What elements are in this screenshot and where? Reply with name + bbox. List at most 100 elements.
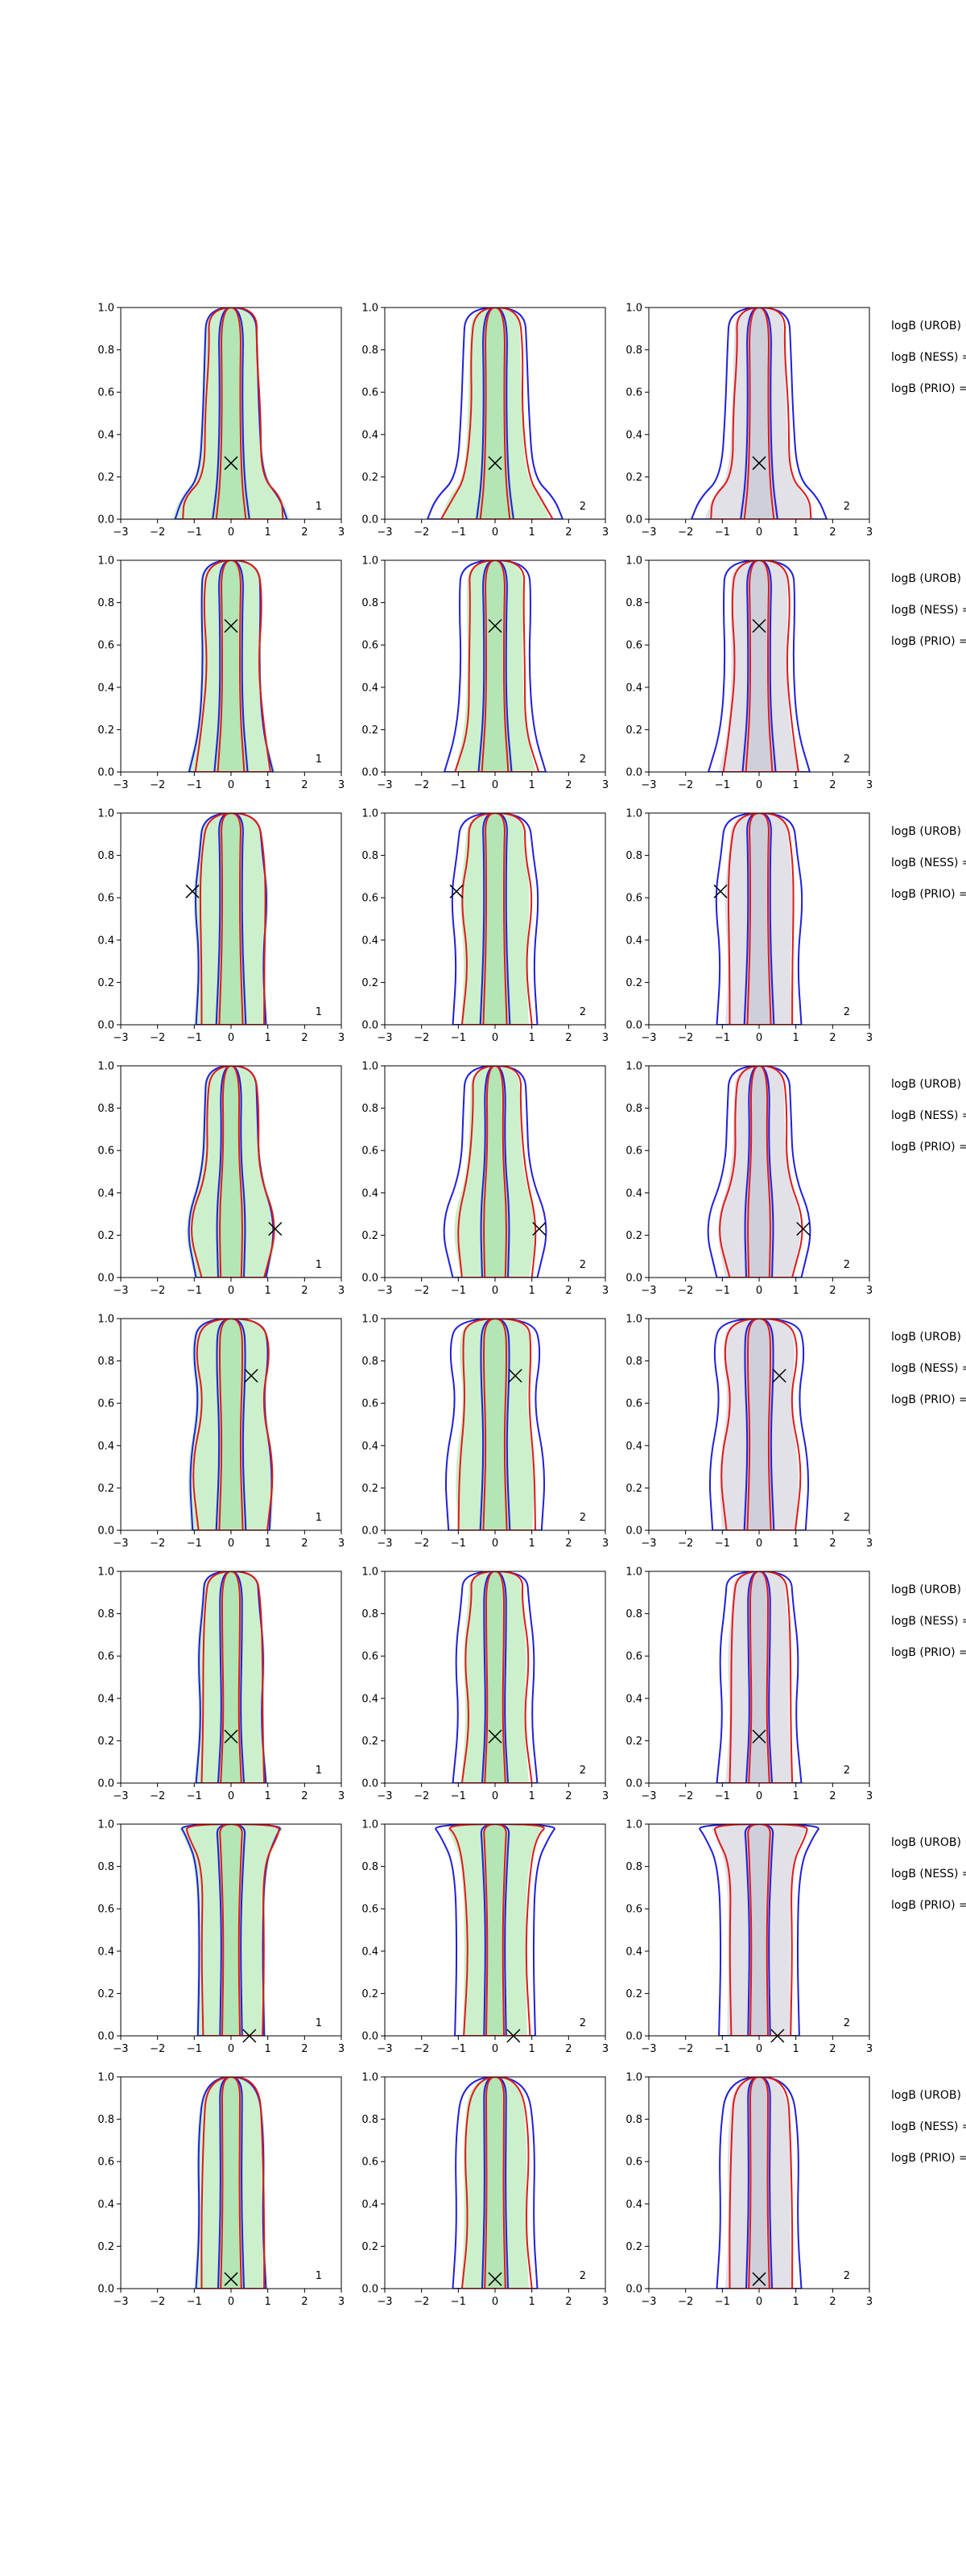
y-tick-label: 1.0 [97,1567,114,1579]
side-label-1: logB (UROB) = [891,1078,966,1091]
y-tick-label: 0.6 [361,387,378,399]
panel-plot-area [452,1571,539,1783]
x-tick-label: 3 [602,1538,609,1550]
blue-contour-outer [707,560,811,772]
cross-marker [488,1729,502,1744]
y-tick-label: 0.2 [625,1736,642,1748]
x-tick-label: 0 [756,2296,762,2308]
panel-r2-c2: −3 −2 −1 0 1 2 3 0.0 0.2 0.4 0.6 0.8 1.0 2 [361,555,609,792]
y-tick-label: 0.0 [625,2031,642,2043]
side-label-1: logB (UROB) = [891,1331,966,1344]
x-tick-label: −1 [715,2296,730,2308]
side-label-1: logB (UROB) = [891,1836,966,1849]
red-contour-outer [460,1571,533,1783]
y-tick-label: 0.8 [97,1608,114,1620]
x-tick-label: 2 [301,526,308,539]
y-tick-label: 1.0 [361,2072,378,2084]
side-label-1: logB (UROB) = [891,825,966,838]
y-tick-label: 0.4 [625,429,642,441]
x-tick-label: −2 [414,526,429,539]
side-label-2: logB (NESS) = [891,1109,966,1122]
y-tick-label: 0.2 [97,2241,114,2253]
y-tick-label: 0.0 [361,2284,378,2296]
side-label-2: logB (NESS) = [891,351,966,364]
y-tick-label: 1.0 [97,1061,114,1073]
panel-plot-area [194,2077,268,2289]
y-tick-label: 0.0 [361,1273,378,1285]
red-contour-outer [719,1066,803,1278]
blue-contour-inner [476,308,514,519]
y-tick-label: 0.4 [625,1187,642,1199]
blue-contour-inner [480,1824,510,2036]
red-contour-inner [746,1319,772,1530]
panel-tag: 1 [316,1259,322,1271]
panel-tag: 2 [844,1512,850,1524]
blue-contour-inner [216,1824,246,2036]
cross-marker [772,1368,786,1383]
x-tick-label: 1 [793,1790,799,1802]
red-contour-inner [746,813,772,1025]
panel-r1-c1: −3 −2 −1 0 1 2 3 0.0 0.2 0.4 0.6 0.8 1.0 1 [97,303,345,539]
x-tick-label: 3 [338,1538,345,1550]
y-tick-label: 0.0 [361,1020,378,1032]
x-tick-label: −3 [641,1538,656,1550]
y-tick-label: 0.2 [97,977,114,989]
y-tick-label: 0.0 [625,767,642,779]
x-tick-label: 0 [756,1538,762,1550]
red-contour-inner [215,308,247,519]
y-tick-label: 0.2 [361,472,378,484]
red-contour-outer [460,813,533,1025]
x-tick-label: −2 [678,526,693,539]
density-fill-core [481,1571,510,1783]
y-tick-label: 1.0 [97,2072,114,2084]
y-tick-label: 1.0 [361,1567,378,1579]
x-tick-label: −1 [715,1538,730,1550]
x-tick-label: 1 [265,2043,271,2055]
panel-r5-c1: −3 −2 −1 0 1 2 3 0.0 0.2 0.4 0.6 0.8 1.0 1 [97,1314,345,1550]
cross-marker [488,456,502,470]
x-tick-label: −1 [187,1032,202,1044]
x-tick-label: −1 [187,779,202,791]
y-tick-label: 0.8 [97,1861,114,1873]
x-tick-label: −3 [641,779,656,791]
x-tick-label: 1 [265,1538,271,1550]
x-tick-label: 2 [565,1285,572,1297]
x-tick-label: −3 [377,779,392,791]
x-tick-label: 1 [529,1032,535,1044]
y-tick-label: 0.0 [97,1020,114,1032]
x-tick-label: −3 [641,1790,656,1802]
y-tick-label: 0.0 [97,2284,114,2296]
y-tick-label: 0.0 [97,1778,114,1790]
x-tick-label: 2 [829,779,836,791]
panel-r3-c1: −3 −2 −1 0 1 2 3 0.0 0.2 0.4 0.6 0.8 1.0 1 [97,808,345,1045]
y-tick-label: 0.2 [361,977,378,989]
x-tick-label: 1 [265,526,271,539]
cross-marker [752,2272,766,2286]
x-tick-label: −1 [451,2296,466,2308]
x-tick-label: −2 [150,2043,165,2055]
red-contour-outer [457,1319,537,1530]
x-tick-label: 1 [793,526,799,539]
red-contour-inner [481,560,510,772]
x-tick-label: 2 [565,779,572,791]
y-tick-label: 0.6 [625,893,642,905]
red-contour-inner [748,1571,770,1783]
y-tick-label: 1.0 [361,1314,378,1326]
density-fill-core [217,1571,246,1783]
red-contour-outer [460,2077,533,2289]
side-label-3: logB (PRIO) = [891,635,966,648]
x-tick-label: 3 [866,1032,873,1044]
y-tick-label: 0.8 [97,597,114,609]
red-contour-outer [729,2077,794,2289]
panel-tag: 2 [844,2270,850,2282]
y-tick-label: 0.4 [361,1693,378,1705]
y-tick-label: 0.0 [97,2031,114,2043]
x-tick-label: 0 [492,2296,498,2308]
blue-contour-inner [743,813,775,1025]
x-tick-label: −3 [377,2043,392,2055]
y-tick-label: 0.6 [361,893,378,905]
x-tick-label: −3 [377,1538,392,1550]
red-contour-outer [720,1319,802,1530]
x-tick-label: 3 [338,2296,345,2308]
y-tick-label: 0.0 [625,514,642,526]
